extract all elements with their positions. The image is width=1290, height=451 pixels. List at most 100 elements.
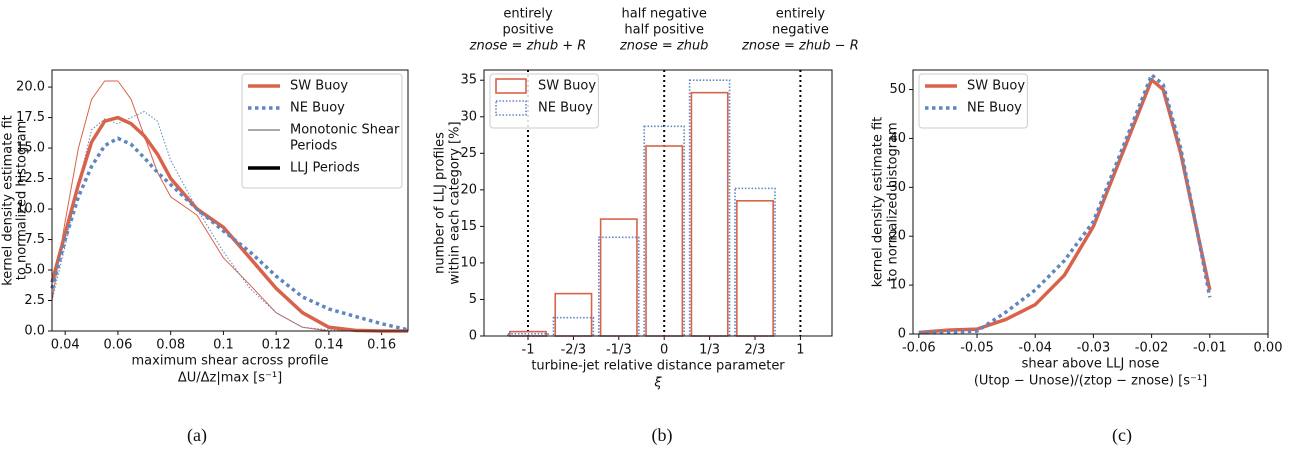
- panel: 0 10 20 30 40 50 -0.06 -0.05 -0.04 -0.03 -0.02 -0.0…: [871, 69, 1283, 446]
- x-tick-label: 1: [796, 343, 804, 358]
- legend-label: NE Buoy: [538, 101, 593, 116]
- x-tick-label: -0.05: [960, 341, 994, 356]
- legend-label: NE Buoy: [290, 101, 345, 116]
- x-tick-label: -0.06: [902, 341, 936, 356]
- x-tick-label: -0.01: [1193, 341, 1227, 356]
- y-tick-label: 10: [460, 255, 477, 270]
- y-tick-label: 12.5: [16, 171, 45, 186]
- y-tick-label: 35: [460, 73, 477, 88]
- y-axis-label: kernel density estimate fit: [871, 117, 886, 288]
- x-tick-label: -1/3: [606, 343, 632, 358]
- x-tick-label: 0.04: [51, 338, 80, 353]
- legend-label: SW Buoy: [967, 79, 1025, 94]
- y-tick-label: 0.0: [24, 324, 45, 339]
- x-tick-label: 0.06: [103, 338, 132, 353]
- annotation: entirely: [503, 7, 553, 22]
- y-tick-label: 0: [898, 327, 906, 342]
- x-axis-label: shear above LLJ nose: [1022, 357, 1160, 372]
- annotation: znose = zhub − R: [741, 39, 859, 54]
- x-tick-label: 0.00: [1254, 341, 1283, 356]
- y-tick-label: 7.5: [24, 232, 45, 247]
- legend-label: SW Buoy: [290, 79, 348, 94]
- plot-frame: [912, 69, 1269, 335]
- x-tick-label: -2/3: [561, 343, 587, 358]
- bar: [736, 200, 774, 337]
- x-axis-label: (Utop − Unose)/(ztop − znose) [s⁻¹]: [974, 374, 1207, 389]
- x-axis-label: ξ: [653, 376, 662, 391]
- bar: [554, 292, 593, 337]
- bar: [507, 333, 549, 337]
- x-tick-label: -1: [522, 343, 535, 358]
- y-tick-label: 30: [460, 109, 477, 124]
- y-tick-label: 0: [469, 329, 477, 344]
- y-tick-label: 20.0: [16, 80, 45, 95]
- y-tick-label: 15: [460, 219, 477, 234]
- line-series: [918, 73, 1212, 335]
- caption: (a): [187, 425, 207, 446]
- y-tick-label: 20: [889, 229, 906, 244]
- y-tick-label: 5: [469, 292, 477, 307]
- plot-frame: [51, 69, 409, 332]
- y-tick-label: 40: [889, 131, 906, 146]
- y-tick-label: 15.0: [16, 141, 45, 156]
- y-axis-label: within each category [%]: [448, 121, 463, 284]
- legend-label: SW Buoy: [538, 79, 596, 94]
- x-tick-label: -0.03: [1077, 341, 1111, 356]
- x-axis-label: maximum shear across profile: [132, 354, 329, 369]
- legend-label: Periods: [290, 139, 338, 154]
- bar: [643, 125, 685, 337]
- line-series: [50, 136, 409, 332]
- y-axis-label: to normalized histogram: [886, 122, 901, 281]
- y-tick-label: 10.0: [16, 202, 45, 217]
- y-axis-label: kernel density estimate fit: [1, 115, 16, 286]
- x-tick-label: 0.08: [156, 338, 185, 353]
- y-tick-label: 50: [889, 82, 906, 97]
- y-axis-label: number of LLJ profiles: [433, 132, 448, 274]
- x-tick-label: -0.04: [1018, 341, 1052, 356]
- x-tick-label: -0.02: [1135, 341, 1169, 356]
- bar: [552, 316, 595, 337]
- x-tick-label: 0.12: [262, 338, 291, 353]
- bar: [690, 91, 729, 337]
- x-tick-label: 2/3: [745, 343, 766, 358]
- legend: SW Buoy NE Buoy: [918, 73, 1028, 129]
- plot-frame: [483, 69, 833, 337]
- bar: [734, 187, 776, 337]
- panel: 0.0 2.5 5.0 7.5 10.0 12.5 15.0 17.5 20.0 0.04 0.06…: [1, 69, 409, 446]
- y-tick-label: 5.0: [24, 263, 45, 278]
- y-tick-label: 2.5: [24, 293, 45, 308]
- x-tick-label: 0.1: [213, 338, 234, 353]
- legend-box: [241, 73, 403, 189]
- legend-swatch: [495, 78, 527, 94]
- bar: [598, 236, 640, 337]
- x-tick-label: 1/3: [699, 343, 720, 358]
- line-series: [51, 111, 408, 332]
- annotation: znose = zhub + R: [469, 39, 587, 54]
- y-tick-label: 30: [889, 180, 906, 195]
- annotation: half positive: [624, 23, 704, 38]
- y-tick-label: 17.5: [16, 110, 45, 125]
- y-tick-label: 10: [889, 278, 906, 293]
- annotation: znose = zhub: [619, 39, 709, 54]
- legend-label: LLJ Periods: [290, 161, 360, 176]
- x-tick-label: 0: [660, 343, 668, 358]
- x-axis-label: ΔU/Δz|max [s⁻¹]: [178, 371, 282, 386]
- y-axis-label: to normalized histogram: [15, 121, 30, 280]
- line-series: [50, 115, 408, 333]
- legend: SW Buoy NE Buoy: [489, 73, 599, 129]
- panel: 0 5 10 15 20 25 30 35 -1 -2/3 -1/3 0 1/3 2/3 1 number o…: [433, 7, 859, 447]
- caption: (b): [652, 425, 673, 446]
- caption: (c): [1112, 425, 1132, 446]
- legend-label: NE Buoy: [967, 101, 1022, 116]
- y-tick-label: 25: [460, 146, 477, 161]
- annotation: half negative: [622, 7, 707, 22]
- y-tick-label: 20: [460, 182, 477, 197]
- annotation: entirely: [776, 7, 826, 22]
- bar: [688, 79, 731, 337]
- legend-label: Monotonic Shear: [290, 123, 400, 138]
- annotation: positive: [503, 23, 554, 38]
- annotation: negative: [772, 23, 829, 38]
- legend-swatch: [495, 100, 527, 116]
